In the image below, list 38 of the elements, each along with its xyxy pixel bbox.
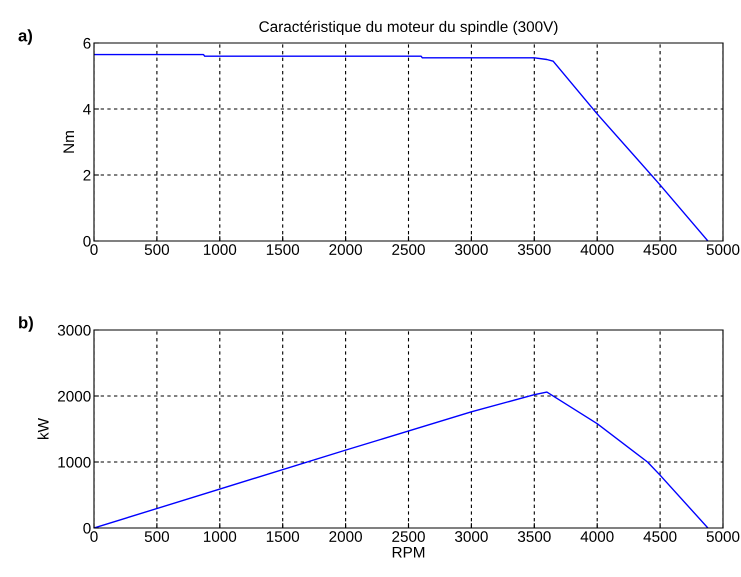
y-tick-label: 0: [83, 522, 91, 534]
y-axis-title: kW: [37, 418, 49, 439]
x-tick-label: 5000: [706, 244, 740, 255]
x-tick-label: 500: [144, 244, 170, 255]
text: a): [18, 29, 32, 45]
x-tick-label: 3500: [518, 531, 551, 542]
x-tick-label: 1000: [204, 244, 236, 255]
text: b): [19, 316, 33, 332]
x-tick-label: 2000: [329, 531, 362, 542]
x-tick-label: 2000: [329, 244, 362, 255]
y-tick-label: 4: [83, 104, 91, 115]
y-tick-label: 0: [83, 236, 91, 247]
x-tick-label: 0: [90, 531, 98, 542]
x-tick-label: 5000: [706, 531, 740, 542]
x-tick-label: 1500: [266, 531, 300, 542]
x-tick-label: 3000: [454, 244, 488, 255]
line-series: [94, 54, 709, 241]
line-series: [94, 391, 709, 528]
x-tick-label: 500: [144, 531, 170, 542]
y-tick-label: 2000: [58, 390, 91, 402]
x-tick-label: 3500: [518, 244, 551, 255]
y-tick-label: 1000: [58, 456, 91, 468]
x-axis-title: RPM: [392, 546, 424, 558]
x-tick-label: 2500: [392, 531, 425, 542]
chart-title: Caractéristique du moteur du spindle (300V): [259, 20, 558, 36]
x-tick-label: 4000: [580, 244, 614, 255]
y-axis-title: Nm: [63, 131, 74, 153]
y-tick-label: 2: [83, 170, 90, 181]
x-tick-label: 1500: [266, 244, 300, 255]
y-tick-label: 3000: [58, 324, 91, 336]
x-tick-label: 4500: [643, 531, 676, 542]
x-tick-label: 4000: [580, 531, 614, 542]
x-tick-label: 3000: [454, 531, 488, 542]
y-tick-label: 6: [84, 38, 91, 49]
x-tick-label: 0: [90, 244, 98, 255]
x-tick-label: 4500: [643, 244, 676, 255]
x-tick-label: 1000: [204, 531, 236, 542]
x-tick-label: 2500: [392, 244, 425, 255]
